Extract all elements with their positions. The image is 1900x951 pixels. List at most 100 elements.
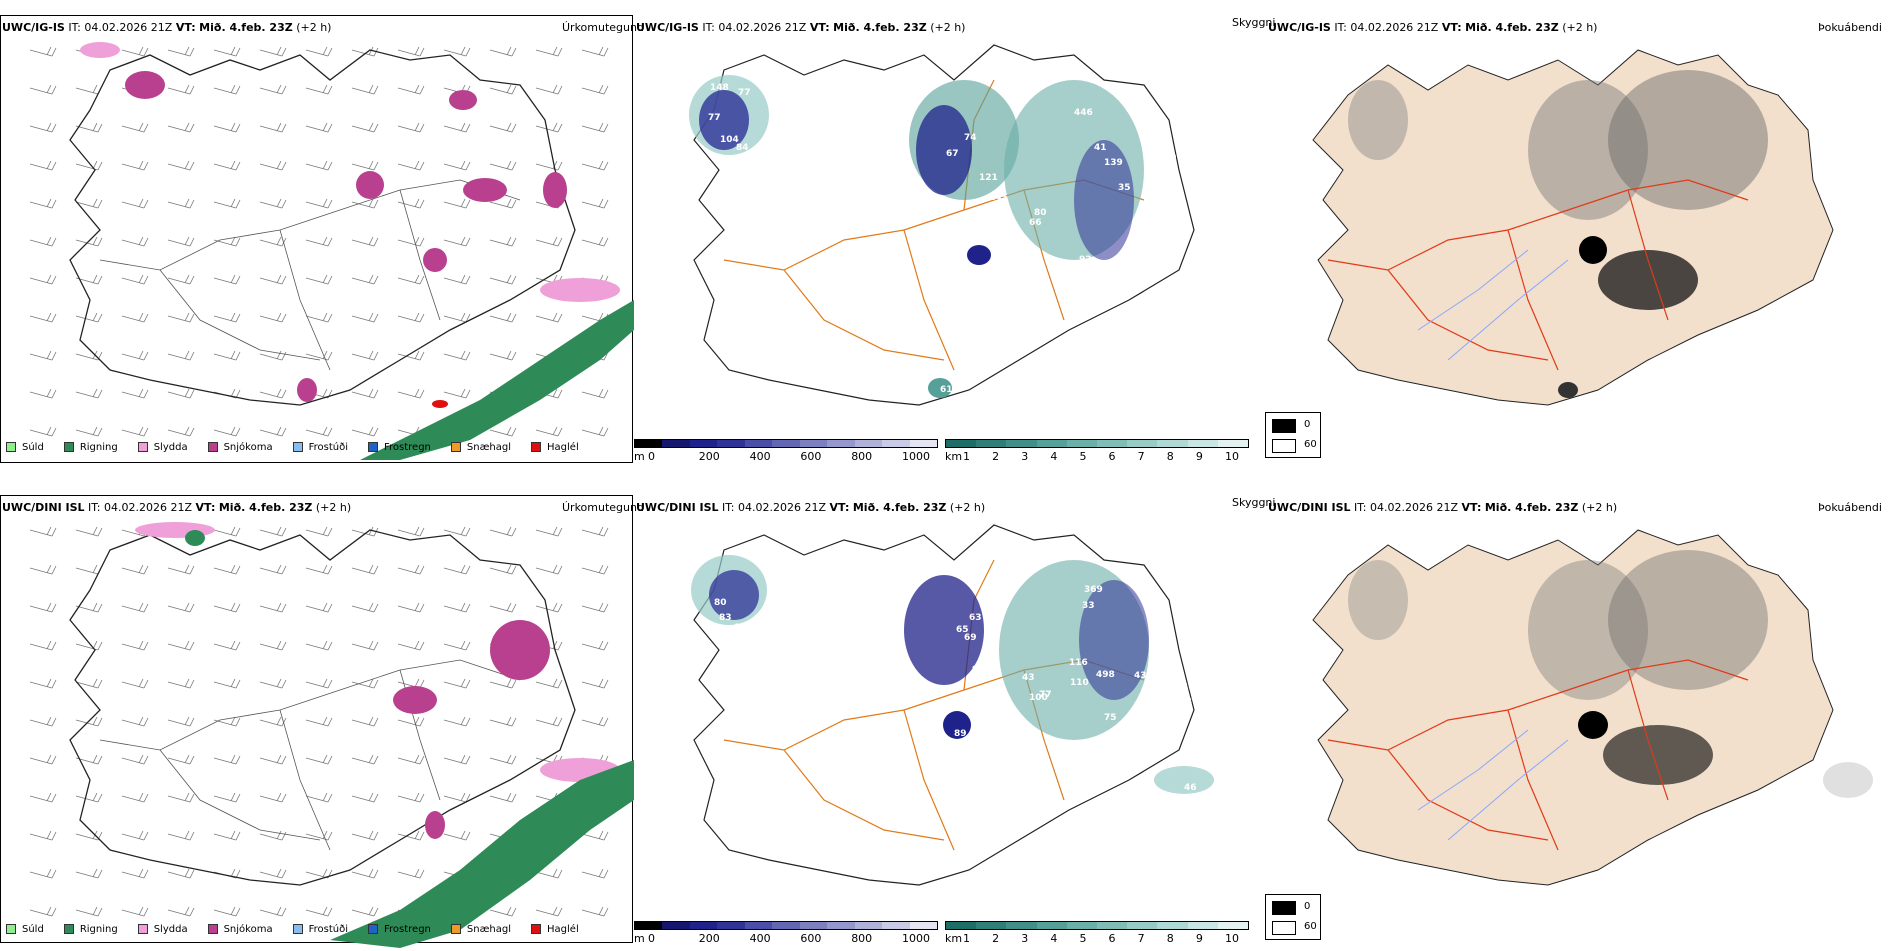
wind-barb	[75, 678, 103, 689]
wind-barb	[489, 236, 517, 247]
colorbar-tick: 6	[1108, 932, 1116, 945]
lead-time: (+2 h)	[315, 501, 352, 514]
wind-barb	[305, 640, 333, 651]
visibility-value-label: 77	[1039, 690, 1052, 700]
wind-barb	[167, 830, 195, 841]
wind-barb	[167, 678, 195, 689]
it-label: IT:	[88, 501, 101, 514]
visibility-colorbar: km 1 2 3 4 5 6 7 8 9 10	[945, 921, 1251, 951]
wind-barb	[75, 388, 103, 399]
colorbar-tick: 200	[698, 450, 720, 463]
wind-barb	[259, 84, 287, 95]
wind-barb	[167, 198, 195, 209]
fog-swatch-0	[1272, 901, 1296, 915]
legend-item-2: Slydda	[137, 924, 188, 935]
wind-barb	[29, 122, 57, 133]
visibility-value-label: 46	[1184, 783, 1197, 793]
visibility-value-label: 83	[754, 625, 767, 635]
wind-barb	[535, 122, 563, 133]
wind-barb	[581, 906, 609, 917]
vt-value: Mið. 4.feb. 23Z	[218, 501, 313, 514]
legend-swatch	[531, 924, 542, 934]
wind-barb	[75, 312, 103, 323]
wind-barb	[259, 754, 287, 765]
snow-patch	[356, 171, 384, 199]
wind-barb	[305, 906, 333, 917]
wind-barb	[259, 716, 287, 727]
wind-barb	[351, 754, 379, 765]
visibility-unit: km	[945, 450, 963, 463]
colorbar-step-7	[827, 440, 855, 447]
legend-label: Snjókoma	[223, 441, 273, 453]
colorbar-tick: 1	[963, 450, 970, 463]
snow-patch	[425, 811, 445, 839]
wind-barb	[397, 602, 425, 613]
wind-barb	[535, 678, 563, 689]
wind-barb	[213, 906, 241, 917]
wind-barb	[305, 350, 333, 361]
wind-barb	[581, 526, 609, 537]
wind-barb	[259, 198, 287, 209]
visibility-value-label: 83	[719, 613, 732, 623]
model-name: UWC/DINI ISL	[1268, 501, 1351, 514]
precip-areas	[135, 522, 634, 948]
legend-label: Slydda	[153, 441, 188, 453]
wind-barb	[29, 564, 57, 575]
wind-barb	[489, 906, 517, 917]
wind-barb	[259, 792, 287, 803]
wind-barb	[351, 350, 379, 361]
fog-title: Þokuábendi	[1818, 501, 1882, 514]
colorbar-tick: 5	[1079, 450, 1087, 463]
wind-barb	[121, 426, 149, 437]
it-label: IT:	[68, 21, 81, 34]
wind-barb	[305, 236, 333, 247]
vt-label: VT:	[829, 501, 850, 514]
wind-barb	[213, 122, 241, 133]
fog-label-60: 60	[1304, 921, 1317, 932]
colorbar-step-4	[744, 440, 773, 447]
colorbar-tick: 10	[1225, 450, 1239, 463]
wind-barb	[305, 602, 333, 613]
wind-barb	[397, 792, 425, 803]
colorbar-step-7	[827, 922, 855, 929]
road-network	[99, 179, 521, 371]
colorbar-tick: 10	[1225, 932, 1239, 945]
legend-label: Rigning	[79, 923, 118, 935]
colorbar-step-6	[1127, 440, 1158, 447]
visibility-value-label: 619	[940, 385, 959, 395]
visibility-value-label: 139	[1104, 158, 1123, 168]
colorbar-step-8	[1187, 440, 1218, 447]
wind-barb	[443, 754, 471, 765]
iceland-outline	[693, 44, 1195, 406]
wind-barb	[259, 236, 287, 247]
legend-swatch	[137, 924, 148, 934]
legend-label: Rigning	[79, 441, 118, 453]
wind-barb	[305, 754, 333, 765]
rivers	[1417, 729, 1569, 841]
wind-barb	[443, 830, 471, 841]
wind-barb	[167, 46, 195, 57]
legend-swatch	[292, 442, 303, 452]
wind-barb	[351, 868, 379, 879]
wind-barb	[121, 274, 149, 285]
precip-title: Úrkomutegund	[562, 21, 644, 34]
legend-label: Snæhagl	[466, 923, 512, 935]
wind-barb	[397, 526, 425, 537]
wind-barb	[397, 388, 425, 399]
wind-barb	[213, 274, 241, 285]
row1-visibility-panel: UWC/IG-IS IT: 04.02.2026 21Z VT: Mið. 4.…	[634, 0, 1275, 480]
wind-barb	[213, 312, 241, 323]
iceland-outline	[693, 524, 1195, 886]
wind-barb	[305, 564, 333, 575]
visibility-value-label: 77	[992, 750, 1005, 760]
row1-precip-header: UWC/IG-IS IT: 04.02.2026 21Z VT: Mið. 4.…	[2, 21, 331, 34]
colorbar-tick: 1000	[902, 450, 930, 463]
visibility-value-label: 79	[1164, 153, 1177, 163]
wind-barb	[489, 198, 517, 209]
fog-shading	[1348, 550, 1873, 798]
wind-barb	[443, 122, 471, 133]
wind-barb	[351, 792, 379, 803]
colorbar-tick: 9	[1195, 450, 1203, 463]
